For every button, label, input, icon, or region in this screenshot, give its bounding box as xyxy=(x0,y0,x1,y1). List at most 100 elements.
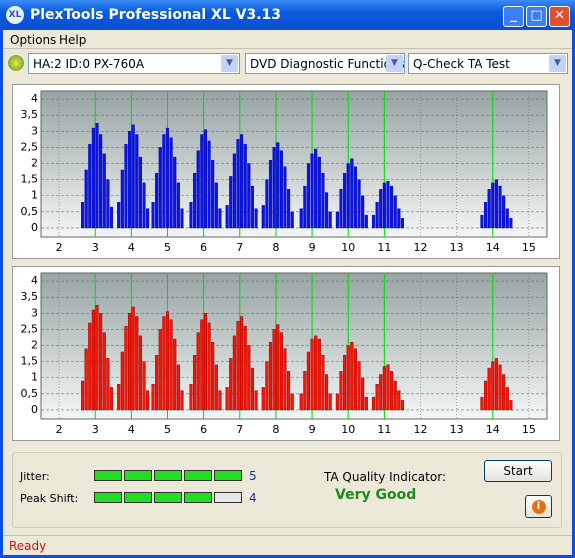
bar xyxy=(498,364,502,411)
meter-cell xyxy=(184,492,212,503)
bar xyxy=(505,387,509,411)
bar xyxy=(146,390,150,411)
bar xyxy=(509,400,513,411)
x-tick-label: 5 xyxy=(164,423,171,436)
bar xyxy=(265,179,269,229)
bar xyxy=(142,182,146,229)
bar xyxy=(254,390,258,411)
bar xyxy=(375,383,379,411)
minimize-button[interactable]: _ xyxy=(503,6,524,27)
bar xyxy=(279,332,283,411)
bar xyxy=(127,313,132,411)
bar xyxy=(364,396,368,411)
quality-label: TA Quality Indicator: xyxy=(324,470,446,484)
y-tick-label: 2 xyxy=(31,339,38,352)
x-tick-label: 9 xyxy=(309,241,316,254)
drive-text: HA:2 ID:0 PX-760A xyxy=(33,57,145,71)
x-tick-label: 7 xyxy=(236,241,243,254)
bar xyxy=(397,208,401,229)
info-button[interactable]: i xyxy=(525,495,552,518)
bar xyxy=(218,390,222,411)
y-tick-label: 0 xyxy=(31,221,38,234)
bar xyxy=(158,329,162,411)
bar xyxy=(382,366,386,411)
close-button[interactable]: ✕ xyxy=(549,6,570,27)
bar xyxy=(240,134,244,229)
function-select[interactable]: DVD Diagnostic Functions ▼ xyxy=(245,53,405,74)
x-tick-label: 10 xyxy=(341,423,355,436)
bar xyxy=(339,371,343,411)
maximize-button[interactable]: □ xyxy=(526,6,547,27)
bar xyxy=(390,185,394,229)
bar xyxy=(283,348,287,411)
bar xyxy=(379,189,383,229)
plot-area xyxy=(40,272,548,420)
bar xyxy=(364,214,368,229)
bar xyxy=(124,143,128,229)
menu-item[interactable]: Options xyxy=(10,33,57,47)
dropdown-arrow: ▼ xyxy=(549,55,566,72)
bar xyxy=(279,150,283,229)
bar xyxy=(287,189,291,229)
meter-cell xyxy=(94,470,122,481)
bar xyxy=(268,342,273,411)
test-select[interactable]: Q-Check TA Test ▼ xyxy=(408,53,568,74)
bar xyxy=(375,201,379,229)
bar xyxy=(135,316,139,411)
start-button[interactable]: Start xyxy=(484,460,552,482)
peak-shift-meter xyxy=(94,492,244,503)
bar xyxy=(207,322,211,411)
x-tick-label: 2 xyxy=(56,423,63,436)
bar xyxy=(162,316,166,411)
x-tick-label: 4 xyxy=(128,423,135,436)
bar xyxy=(102,332,106,411)
bar xyxy=(350,342,354,411)
bar xyxy=(324,374,329,411)
x-tick-label: 10 xyxy=(341,241,355,254)
dropdown-arrow: ▼ xyxy=(221,55,238,72)
y-tick-label: 3,5 xyxy=(21,290,39,303)
bar xyxy=(189,383,193,411)
bar xyxy=(314,148,318,229)
x-tick-label: 8 xyxy=(272,423,279,436)
menu-item[interactable]: Help xyxy=(59,33,87,47)
jitter-meter xyxy=(94,470,244,481)
x-tick-label: 14 xyxy=(486,423,500,436)
y-tick-label: 1,5 xyxy=(21,173,39,186)
drive-select[interactable]: HA:2 ID:0 PX-760A ▼ xyxy=(28,53,240,74)
peak-shift-label: Peak Shift: xyxy=(20,492,79,505)
bar xyxy=(203,129,208,229)
bar xyxy=(272,147,276,229)
bar xyxy=(193,354,197,411)
bar xyxy=(272,329,276,411)
bar xyxy=(200,319,204,411)
bar xyxy=(306,163,311,229)
bar xyxy=(328,211,332,229)
bar xyxy=(106,179,110,229)
bar xyxy=(254,208,258,229)
y-tick-label: 3,5 xyxy=(21,108,39,121)
bar xyxy=(91,127,95,229)
bar xyxy=(361,195,365,229)
bar xyxy=(494,179,498,229)
bar xyxy=(314,335,318,411)
x-tick-label: 8 xyxy=(272,241,279,254)
bar xyxy=(357,179,361,229)
bar xyxy=(509,218,513,229)
x-tick-label: 3 xyxy=(92,241,99,254)
y-tick-label: 4 xyxy=(31,92,38,105)
bar xyxy=(393,195,397,229)
test-text: Q-Check TA Test xyxy=(413,57,510,71)
bar xyxy=(120,169,124,229)
x-tick-label: 13 xyxy=(450,241,464,254)
status-text: Ready xyxy=(9,539,47,553)
bar xyxy=(371,396,376,411)
bar xyxy=(106,358,110,411)
bar xyxy=(142,361,146,411)
x-tick-label: 12 xyxy=(414,423,428,436)
x-tick-label: 9 xyxy=(309,423,316,436)
bar xyxy=(158,147,162,229)
bar xyxy=(236,321,240,411)
x-tick-label: 6 xyxy=(200,423,207,436)
bar xyxy=(287,371,291,411)
